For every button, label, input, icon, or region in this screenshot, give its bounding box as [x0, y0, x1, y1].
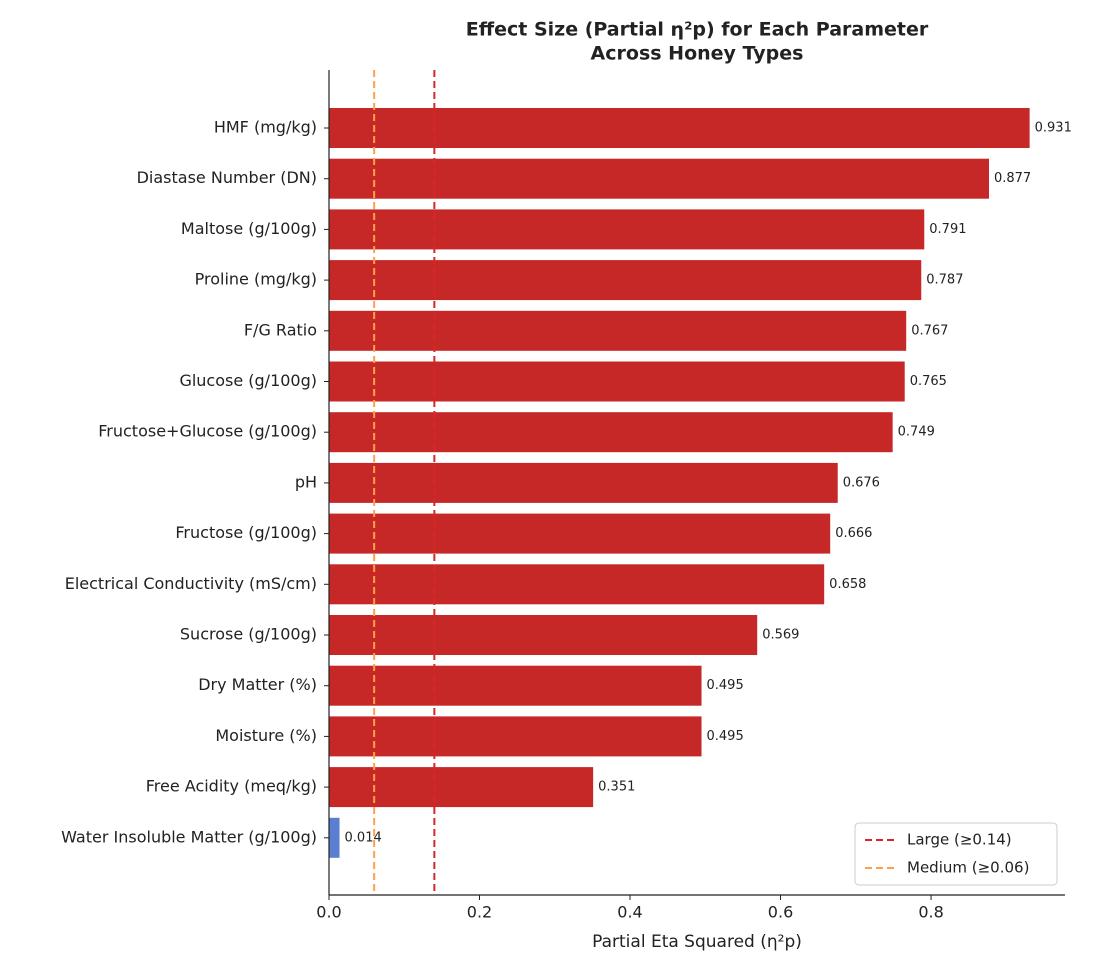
y-tick-label: Fructose (g/100g) — [175, 523, 317, 542]
value-label: 0.495 — [707, 678, 744, 693]
y-tick-label: Glucose (g/100g) — [179, 371, 317, 390]
legend-box — [854, 822, 1058, 886]
chart-title: Across Honey Types — [591, 43, 804, 65]
y-tick-label: HMF (mg/kg) — [214, 118, 317, 137]
y-tick-label: Water Insoluble Matter (g/100g) — [61, 827, 317, 846]
y-tick-label: Moisture (%) — [215, 726, 317, 745]
x-tick-label: 0.4 — [617, 903, 642, 922]
value-label: 0.791 — [929, 222, 966, 237]
value-label: 0.787 — [926, 273, 963, 288]
value-label: 0.676 — [843, 475, 880, 490]
bar — [329, 108, 1030, 148]
y-tick-label: Sucrose (g/100g) — [180, 625, 317, 644]
y-tick-label: pH — [295, 472, 317, 491]
bar — [329, 716, 702, 757]
value-label: 0.765 — [910, 374, 947, 389]
value-label: 0.569 — [762, 628, 799, 643]
y-tick-label: Fructose+Glucose (g/100g) — [98, 422, 317, 441]
bar — [329, 209, 925, 250]
value-label: 0.351 — [598, 780, 635, 795]
y-tick-label: Dry Matter (%) — [198, 675, 317, 694]
x-tick-label: 0.6 — [768, 903, 793, 922]
value-label: 0.658 — [829, 577, 866, 592]
bar — [329, 260, 922, 301]
bar — [329, 462, 838, 503]
value-label: 0.931 — [1035, 121, 1072, 136]
y-tick-label: Maltose (g/100g) — [181, 219, 317, 238]
bar — [329, 564, 825, 605]
y-tick-label: Free Acidity (meq/kg) — [146, 777, 317, 796]
legend-label: Medium (≥0.06) — [907, 859, 1029, 877]
x-axis-label: Partial Eta Squared (η²p) — [592, 932, 802, 952]
value-label: 0.666 — [835, 526, 872, 541]
x-tick-label: 0.0 — [316, 903, 341, 922]
value-label: 0.767 — [911, 323, 948, 338]
chart-title: Effect Size (Partial η²p) for Each Param… — [466, 19, 929, 41]
bar — [329, 513, 831, 554]
y-tick-label: Diastase Number (DN) — [137, 168, 317, 187]
value-label: 0.749 — [898, 425, 935, 440]
legend-label: Large (≥0.14) — [907, 831, 1012, 849]
value-label: 0.014 — [345, 830, 382, 845]
x-tick-label: 0.8 — [918, 903, 943, 922]
y-tick-label: Proline (mg/kg) — [195, 270, 317, 289]
bar — [329, 615, 758, 655]
bar — [329, 412, 893, 453]
x-tick-label: 0.2 — [467, 903, 492, 922]
y-tick-label: F/G Ratio — [244, 320, 317, 339]
value-label: 0.495 — [707, 729, 744, 744]
bar — [329, 817, 340, 858]
value-label: 0.877 — [994, 171, 1031, 186]
bar — [329, 665, 702, 706]
bar — [329, 158, 989, 199]
y-tick-label: Electrical Conductivity (mS/cm) — [65, 574, 317, 593]
bar — [329, 361, 905, 402]
bar — [329, 767, 594, 808]
bar — [329, 310, 907, 351]
